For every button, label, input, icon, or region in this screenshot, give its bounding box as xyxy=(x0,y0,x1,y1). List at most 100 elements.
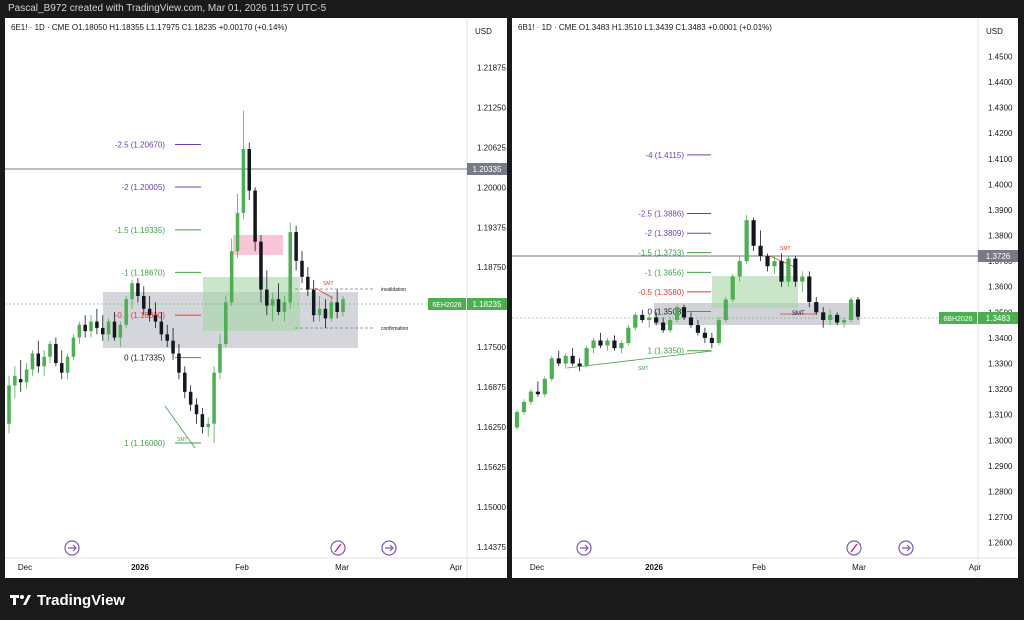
candles xyxy=(7,110,345,443)
chart-panel-6e[interactable]: 6E1! · 1D · CME O1.18050 H1.18355 L1.179… xyxy=(5,18,507,578)
last-price-badge xyxy=(467,298,507,310)
event-flag-icon[interactable] xyxy=(330,540,346,556)
price-tick-label: 1.4000 xyxy=(988,180,1013,189)
price-tick-label: 1.3800 xyxy=(988,232,1013,241)
candle xyxy=(118,321,123,348)
candle xyxy=(276,283,281,316)
smt-label-low: SMT xyxy=(177,437,188,443)
candle xyxy=(241,110,246,220)
symbol-legend: 6B1! · 1D · CME O1.3483 H1.3510 L1.3439 … xyxy=(518,23,772,32)
price-tick-label: 1.3000 xyxy=(988,436,1013,445)
replay-icon[interactable] xyxy=(64,540,80,556)
price-tick-label: 1.4500 xyxy=(988,52,1013,61)
candle xyxy=(528,389,534,405)
candle xyxy=(335,289,339,319)
candle xyxy=(647,314,652,328)
candle xyxy=(311,280,316,322)
currency-label: USD xyxy=(986,27,1003,36)
candle xyxy=(306,267,310,296)
symbol-badge xyxy=(428,298,466,310)
price-tick-label: 1.2600 xyxy=(988,539,1013,548)
time-tick-label: Dec xyxy=(530,563,544,572)
confirmation-label: confirmation xyxy=(381,326,408,332)
candle xyxy=(598,332,603,349)
candle xyxy=(612,335,617,351)
candle xyxy=(758,230,763,262)
resistance-price-text: 1.20335 xyxy=(473,165,502,174)
forward-icon[interactable] xyxy=(898,540,914,556)
price-tick-label: 1.20000 xyxy=(477,183,506,192)
price-tick-label: 1.3100 xyxy=(988,411,1013,420)
brand-name: TradingView xyxy=(37,591,126,609)
price-tick-label: 1.4100 xyxy=(988,155,1013,164)
smt-label-high: SMT xyxy=(323,281,334,287)
replay-icon[interactable] xyxy=(576,540,592,556)
candle xyxy=(577,358,582,372)
price-tick-label: 1.16875 xyxy=(477,383,506,392)
fib-level-label: -0.5 (1.18000) xyxy=(115,311,166,320)
time-axis-labels: Dec 2026 Feb Mar Apr xyxy=(530,563,982,572)
candle xyxy=(584,345,589,368)
fib-level-label: -4 (1.4115) xyxy=(645,151,684,160)
premium-discount-zone xyxy=(654,303,860,325)
symbol-badge-text: 6BH2026 xyxy=(943,316,972,323)
price-tick-label: 1.21875 xyxy=(477,64,506,73)
candle xyxy=(177,343,181,380)
candle xyxy=(317,295,322,322)
candle xyxy=(288,222,293,309)
candle xyxy=(54,337,58,367)
candle xyxy=(779,253,784,287)
candle xyxy=(661,317,666,333)
price-tick-label: 1.3600 xyxy=(988,283,1013,292)
candlestick-chart-6b[interactable]: USD SMT SMT SMT -4 (1.4115) -2.5 (1.3886)… xyxy=(512,18,1018,578)
price-tick-label: 1.15625 xyxy=(477,463,506,472)
candle xyxy=(106,318,111,341)
candle xyxy=(153,302,158,328)
price-tick-label: 1.16250 xyxy=(477,423,506,432)
candle xyxy=(282,295,287,322)
candle xyxy=(633,312,638,331)
price-tick-label: 1.2800 xyxy=(988,487,1013,496)
price-tick-label: 1.20625 xyxy=(477,143,506,152)
forward-icon[interactable] xyxy=(381,540,397,556)
candle xyxy=(77,321,82,344)
smt-line-low xyxy=(164,405,196,449)
candle xyxy=(702,327,707,344)
fib-level-label: -2 (1.3809) xyxy=(645,229,684,238)
last-price-text: 1.18235 xyxy=(473,300,502,309)
candle xyxy=(716,317,721,346)
candle xyxy=(229,238,234,306)
resistance-price-badge xyxy=(978,250,1018,262)
candle xyxy=(300,251,304,284)
candle xyxy=(626,325,631,346)
candle xyxy=(591,337,596,354)
candle xyxy=(688,312,694,328)
candle xyxy=(772,256,777,274)
price-tick-label: 1.4200 xyxy=(988,129,1013,138)
price-tick-label: 1.3200 xyxy=(988,385,1013,394)
candle xyxy=(605,337,610,351)
candle xyxy=(514,409,520,431)
time-tick-label: Feb xyxy=(752,563,766,572)
candles xyxy=(514,215,861,431)
candle xyxy=(124,295,128,328)
candle xyxy=(855,296,861,320)
fib-level-label: -1 (1.3656) xyxy=(645,268,684,277)
candle xyxy=(183,366,187,399)
fib-level-label: -1.5 (1.3733) xyxy=(638,249,684,258)
time-tick-label: Mar xyxy=(852,563,866,572)
fvg-pink-zone xyxy=(233,235,283,255)
candle xyxy=(821,307,826,328)
invalidation-label: invalidation xyxy=(381,287,406,293)
fib-level-label: 1 (1.16000) xyxy=(124,439,165,448)
event-flag-icon[interactable] xyxy=(846,540,862,556)
candlestick-chart-6e[interactable]: USD invalidation confirmation SMT SMT -2… xyxy=(5,18,507,578)
candle xyxy=(848,296,854,323)
candle xyxy=(640,309,645,323)
price-tick-label: 1.18750 xyxy=(477,263,506,272)
chart-panel-6b[interactable]: 6B1! · 1D · CME O1.3483 H1.3510 L1.3439 … xyxy=(512,18,1018,578)
candle xyxy=(218,334,222,380)
price-tick-label: 1.2900 xyxy=(988,462,1013,471)
fib-level-label: -2 (1.20005) xyxy=(121,183,165,192)
candle xyxy=(786,256,791,287)
